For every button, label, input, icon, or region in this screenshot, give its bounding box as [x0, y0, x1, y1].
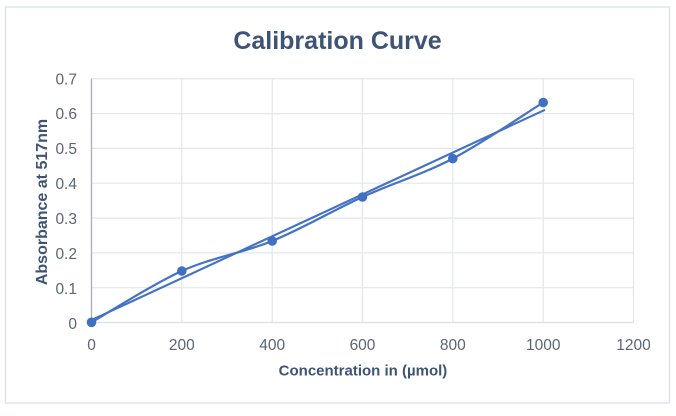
svg-text:1000: 1000 — [526, 337, 561, 354]
svg-text:Concentration in (µmol): Concentration in (µmol) — [279, 363, 448, 380]
svg-text:1200: 1200 — [616, 337, 651, 354]
svg-text:0: 0 — [87, 337, 96, 354]
svg-text:800: 800 — [440, 337, 466, 354]
svg-text:0.3: 0.3 — [55, 211, 77, 228]
svg-text:0: 0 — [68, 316, 77, 333]
svg-text:0.7: 0.7 — [55, 71, 77, 88]
svg-text:0.4: 0.4 — [55, 176, 77, 193]
svg-text:Absorbance at 517nm: Absorbance at 517nm — [34, 119, 51, 285]
svg-text:600: 600 — [350, 337, 376, 354]
svg-text:Calibration Curve: Calibration Curve — [233, 27, 441, 55]
svg-text:0.5: 0.5 — [55, 141, 77, 158]
svg-text:200: 200 — [169, 337, 195, 354]
svg-text:0.6: 0.6 — [55, 106, 77, 123]
svg-text:400: 400 — [259, 337, 285, 354]
svg-text:0.1: 0.1 — [55, 281, 77, 298]
svg-text:0.2: 0.2 — [55, 246, 77, 263]
